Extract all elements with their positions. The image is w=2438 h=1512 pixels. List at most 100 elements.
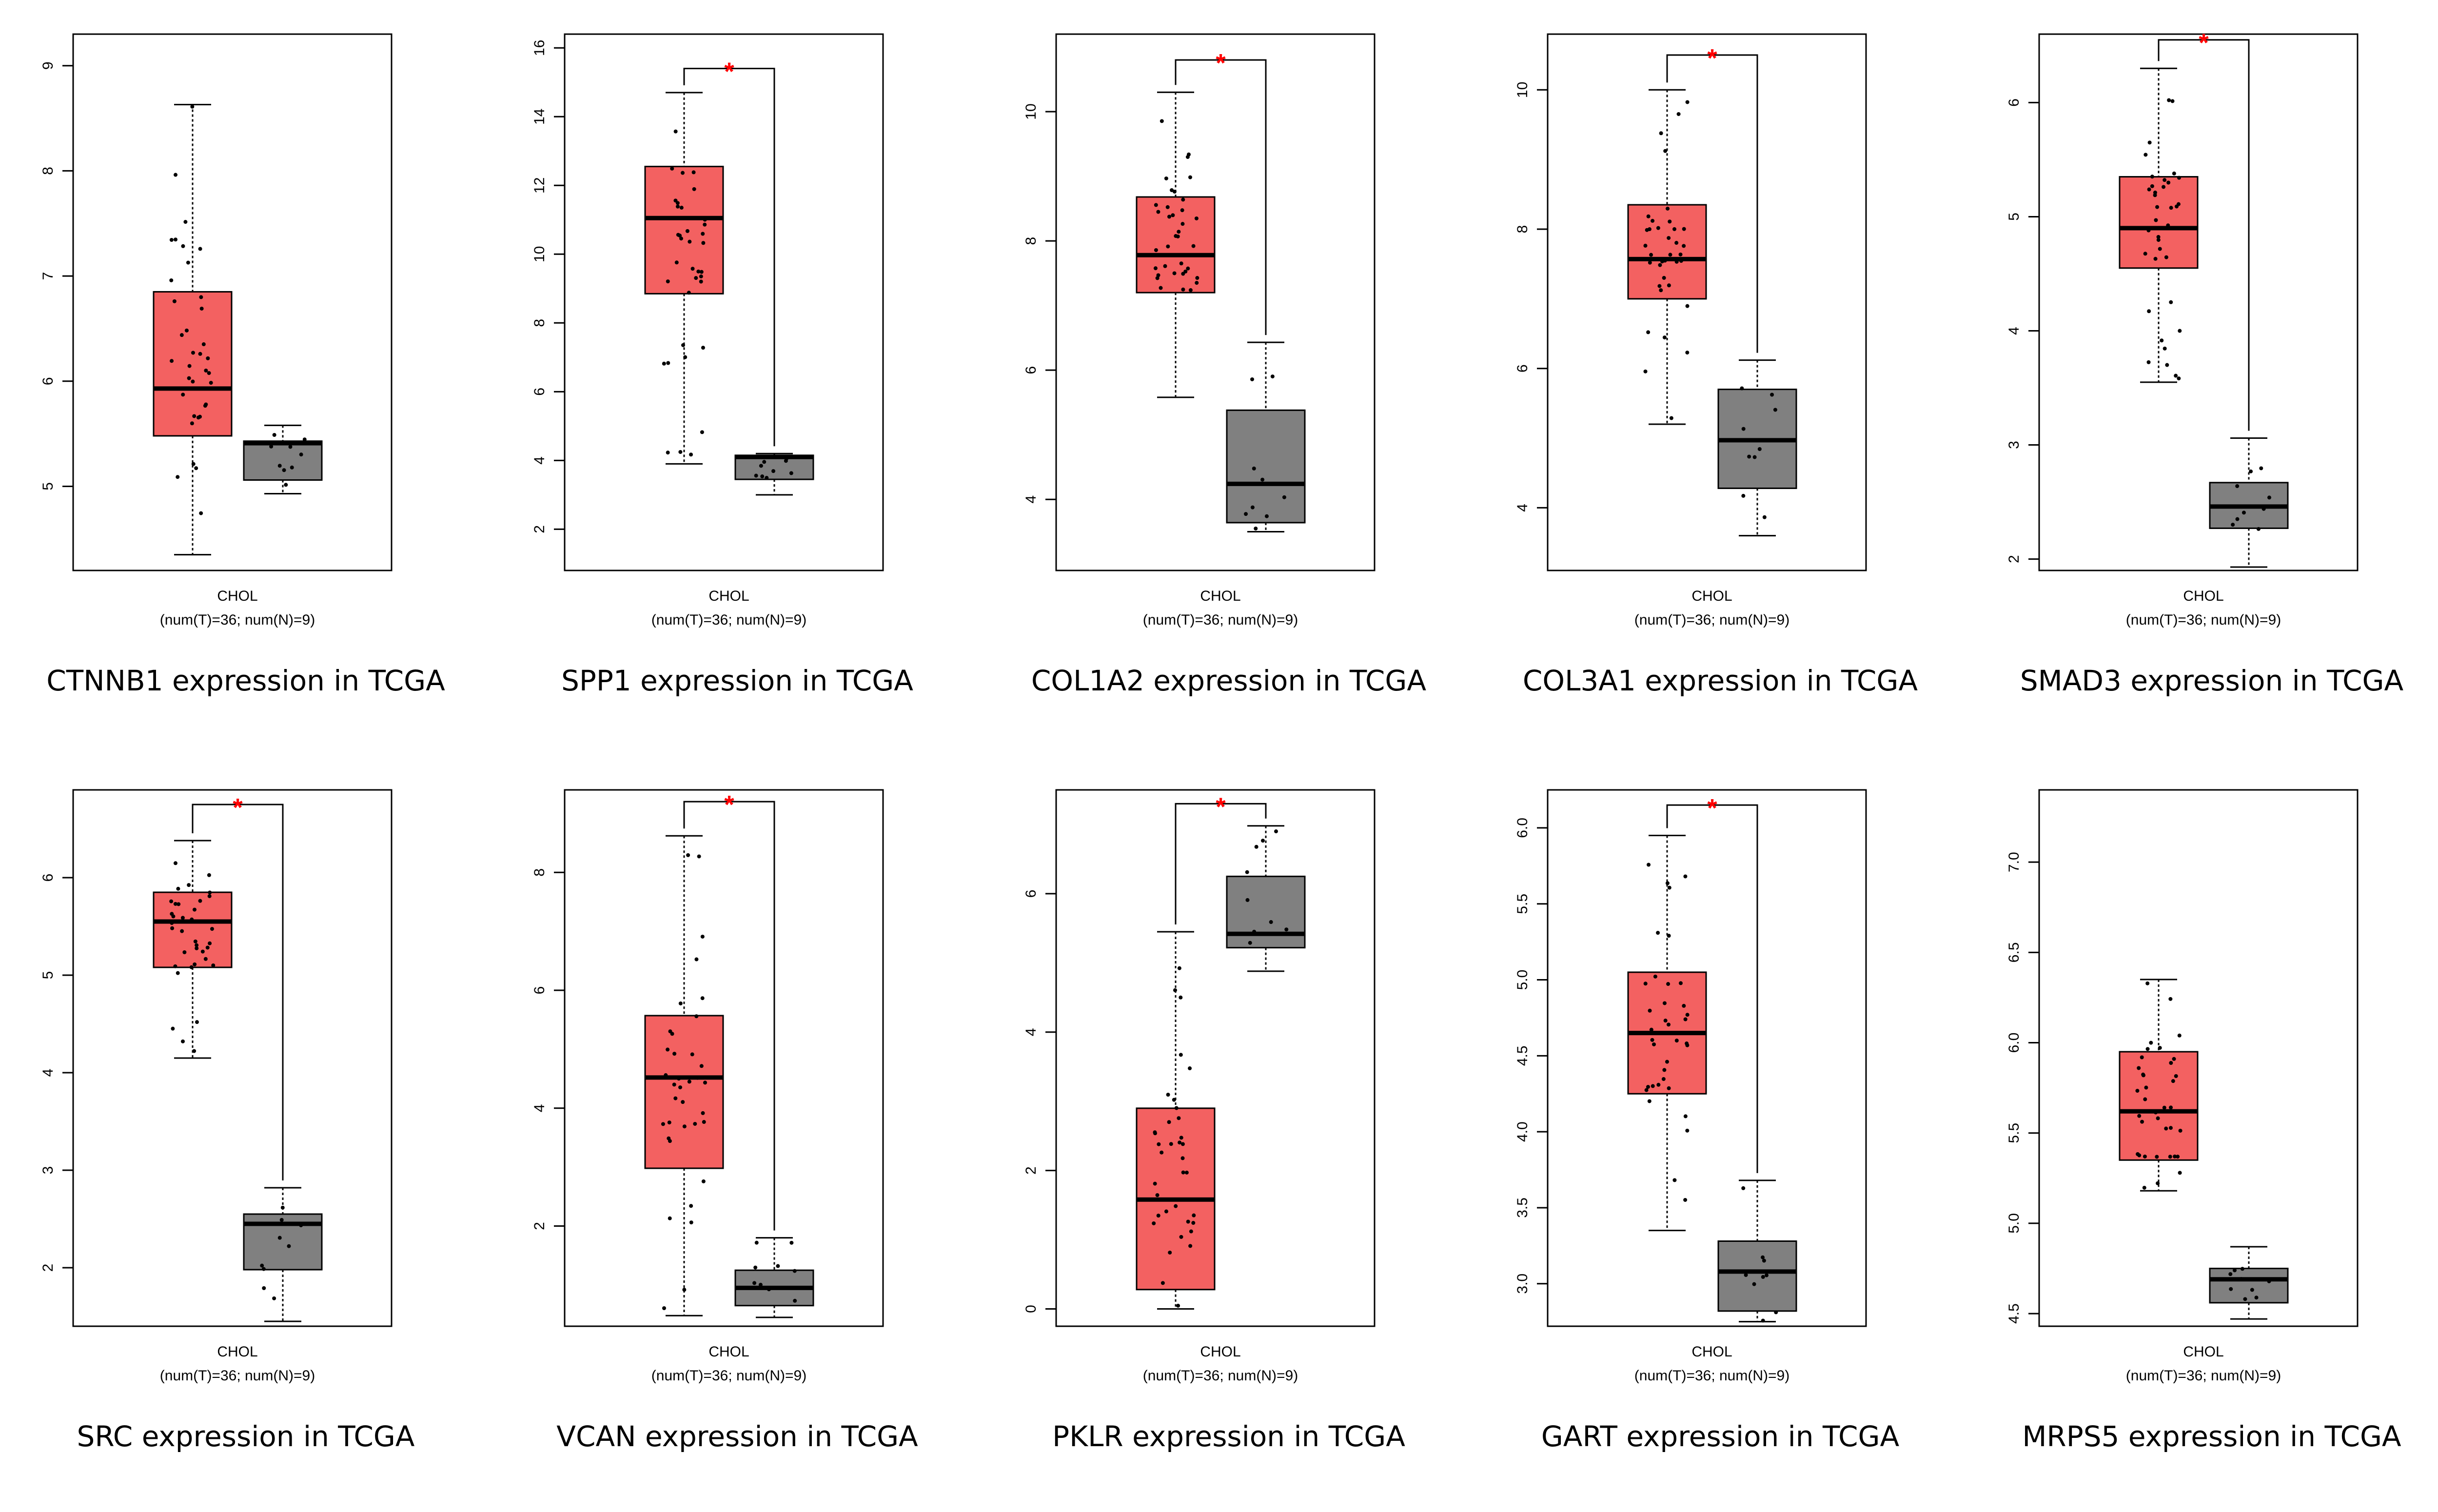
sample-point: [199, 306, 204, 311]
sample-point: [672, 1082, 676, 1087]
sample-point: [2140, 1055, 2144, 1060]
sample-point: [1678, 981, 1683, 985]
y-tick-label: 8: [531, 319, 548, 327]
sample-point: [1649, 253, 1653, 257]
sample-point: [2168, 1155, 2172, 1159]
sample-point: [1650, 1038, 1654, 1042]
y-tick-label: 3.0: [1514, 1274, 1531, 1294]
sample-point: [1644, 1088, 1649, 1092]
sample-point: [701, 232, 705, 236]
sample-point: [2146, 360, 2151, 364]
tumor-box: [2119, 979, 2199, 1192]
sample-point: [694, 1014, 699, 1019]
bracket-line: [1175, 59, 1267, 335]
sample-point: [679, 236, 684, 241]
sample-point: [199, 511, 203, 515]
sample-point: [2168, 997, 2173, 1001]
sample-point: [2178, 1171, 2182, 1175]
boxplot-svg: 4.5 5.0 5.5 6.0 6.5 7.0 CHOL: [2006, 789, 2359, 1360]
sample-point: [673, 1096, 678, 1100]
tumor-box: [2119, 67, 2199, 383]
y-tick-label: 5.5: [2006, 1123, 2022, 1143]
sample-point: [1180, 222, 1185, 226]
sample-point: [1665, 881, 1670, 885]
significance-bracket: *: [192, 794, 284, 1180]
sample-point: [1764, 1273, 1769, 1277]
sample-point: [687, 1080, 691, 1084]
sample-count-svg: (num(T)=36; num(N)=9): [160, 612, 315, 628]
sample-point: [207, 894, 212, 898]
sample-point: [1646, 330, 1651, 334]
significance-star: *: [1216, 793, 1226, 821]
y-tick-label: 3: [40, 1166, 56, 1175]
sample-point: [260, 1263, 264, 1268]
sample-point: [2162, 1105, 2166, 1110]
significance-star: *: [724, 58, 734, 86]
significance-bracket: *: [683, 58, 775, 447]
y-tick-label: 6: [1514, 364, 1531, 373]
tumor-box: [153, 840, 233, 1059]
sample-point: [1172, 271, 1177, 275]
sample-point: [694, 957, 699, 962]
sample-point: [675, 204, 680, 209]
sample-point: [2261, 507, 2266, 511]
y-tick-label: 6.0: [2006, 1033, 2022, 1053]
y-tick-label: 2: [40, 1264, 56, 1272]
sample-point: [2169, 300, 2173, 304]
sample-point: [758, 1282, 763, 1287]
sample-count-svg: (num(T)=36; num(N)=9): [160, 1368, 315, 1384]
sample-point: [1652, 1042, 1656, 1046]
significance-bracket: *: [1666, 44, 1758, 353]
sample-point: [696, 269, 701, 274]
sample-point: [662, 1306, 667, 1311]
sample-point: [1666, 1022, 1671, 1027]
sample-point: [677, 1077, 681, 1081]
sample-points: [269, 433, 307, 487]
sample-point: [173, 902, 177, 906]
sample-point: [678, 1085, 683, 1090]
y-tick-label: 12: [531, 177, 548, 194]
sample-count-svg: (num(T)=36; num(N)=9): [1634, 1368, 1789, 1384]
sample-point: [1156, 1214, 1160, 1218]
sample-point: [209, 381, 213, 385]
sample-point: [754, 1240, 759, 1245]
sample-point: [1181, 1170, 1185, 1175]
sample-point: [674, 260, 679, 265]
sample-point: [686, 853, 690, 857]
sample-point: [1679, 259, 1683, 263]
sample-point: [182, 950, 187, 955]
sample-point: [2156, 1181, 2160, 1185]
sample-point: [1184, 1170, 1189, 1175]
sample-point: [208, 890, 212, 895]
sample-point: [703, 222, 707, 227]
y-tick-label: 6: [531, 388, 548, 396]
sample-point: [195, 946, 199, 950]
sample-point: [190, 421, 194, 426]
sample-count-label: (num(T)=36; num(N)=9): [1634, 1368, 1789, 1384]
sample-point: [1157, 1142, 1161, 1146]
sample-point: [1177, 966, 1181, 970]
sample-point: [679, 205, 684, 210]
sample-points: [1741, 1186, 1778, 1323]
sample-count-label: (num(T)=36; num(N)=9): [2126, 612, 2281, 628]
significance-bracket: *: [2158, 29, 2250, 431]
sample-point: [703, 217, 707, 222]
y-tick-label: 5: [40, 482, 56, 491]
sample-point: [1685, 1041, 1689, 1046]
y-tick-label: 8: [1023, 237, 1039, 245]
sample-point: [2158, 1046, 2162, 1050]
sample-point: [2153, 256, 2158, 261]
sample-point: [191, 379, 195, 384]
sample-point: [2143, 252, 2147, 256]
boxplot-svg: 2 3 4 5 6 * CHOL: [40, 789, 393, 1360]
sample-point: [1188, 288, 1193, 293]
sample-point: [1661, 1077, 1666, 1081]
sample-point: [2240, 1267, 2244, 1271]
sample-point: [702, 1120, 706, 1124]
sample-point: [765, 476, 769, 480]
sample-point: [700, 430, 704, 434]
sample-point: [194, 466, 198, 471]
sample-point: [1683, 1114, 1688, 1119]
sample-point: [1651, 218, 1655, 223]
sample-point: [1667, 236, 1671, 240]
